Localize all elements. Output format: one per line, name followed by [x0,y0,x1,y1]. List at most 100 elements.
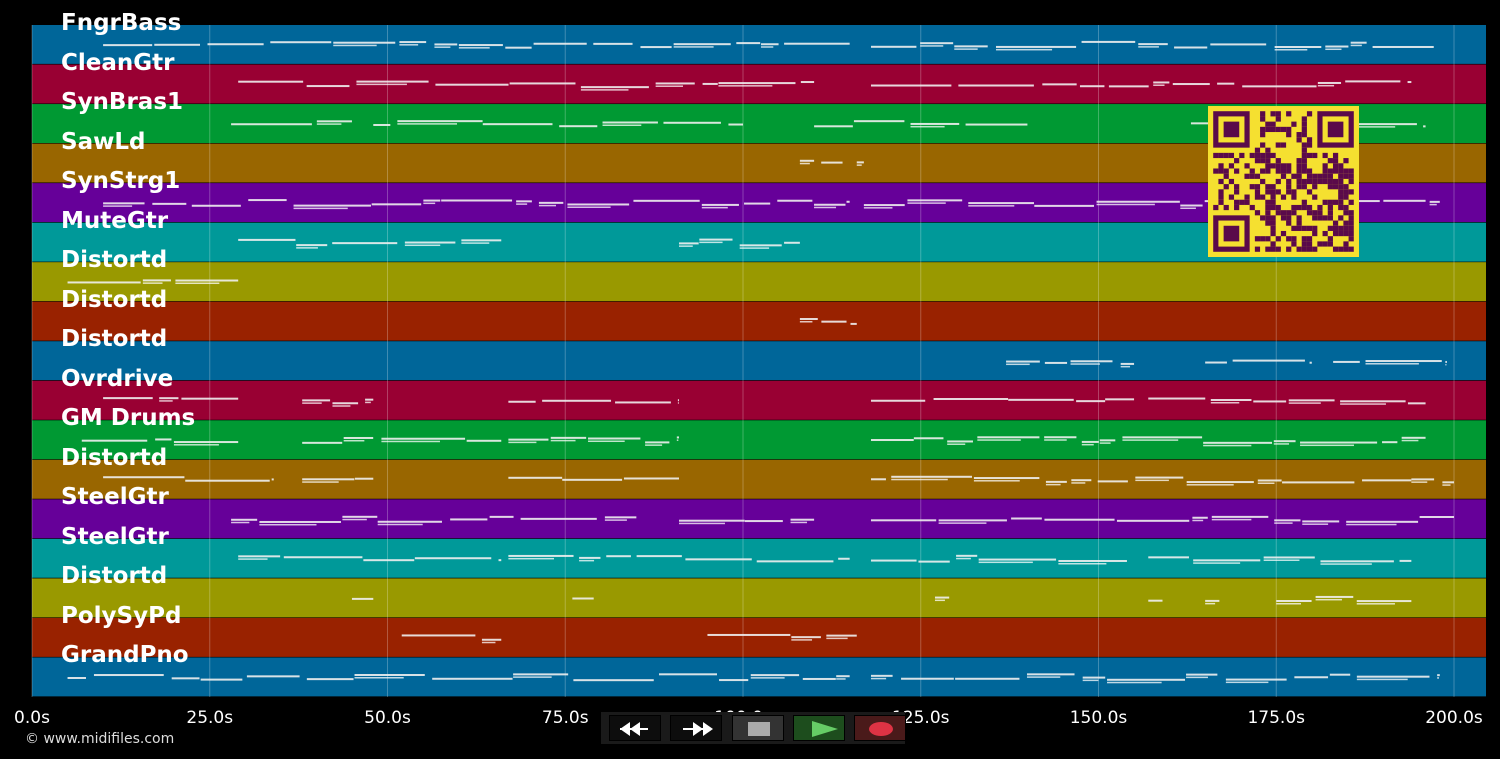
note-activity [655,82,695,85]
note-activity [707,633,791,636]
qr-module [1280,173,1287,179]
qr-module [1301,158,1307,164]
qr-module [1332,168,1339,174]
note-activity [1193,562,1241,564]
note-activity [1437,677,1439,679]
qr-module [1223,204,1229,211]
qr-module [1254,246,1261,252]
qr-module [1286,189,1292,195]
note-activity [1203,444,1252,447]
note-activity [404,241,456,244]
note-activity [1045,483,1061,486]
note-activity [513,676,552,678]
note-activity [434,46,451,48]
note-activity [373,123,391,126]
note-activity [354,677,404,679]
play-button[interactable] [793,715,845,741]
note-activity [259,520,341,523]
qr-module [1306,168,1313,174]
time-tick-label: 0.0s [14,708,50,728]
qr-module [1301,204,1307,211]
note-activity [1407,81,1412,84]
note-activity [356,83,407,86]
note-activity [173,441,239,444]
note-activity [870,84,952,87]
note-activity [103,476,185,479]
note-activity [918,560,950,563]
qr-module [1301,241,1307,247]
qr-module [1301,199,1307,205]
note-activity [1172,83,1210,86]
record-icon [869,722,893,736]
qr-module [1327,236,1333,242]
note-activity [296,247,318,249]
qr-module [1306,173,1313,179]
rewind-button[interactable] [609,715,661,741]
qr-module [1301,178,1307,185]
note-activity [784,42,850,45]
note-activity [67,676,86,679]
note-activity [870,478,886,481]
qr-finder [1327,121,1344,138]
note-activity [676,436,680,439]
note-activity [1302,523,1329,525]
note-activity [401,634,476,637]
qr-module [1296,137,1302,143]
note-activity [1190,122,1216,125]
qr-module [1322,152,1328,159]
note-activity [636,555,682,558]
note-activity [973,477,1040,480]
note-activity [1205,602,1216,605]
qr-module [1317,215,1323,221]
note-activity [498,559,502,562]
note-activity [956,557,971,560]
qr-module [1218,163,1224,169]
note-activity [1445,360,1447,363]
stop-button[interactable] [732,715,784,741]
qr-module [1343,194,1349,200]
qr-module [1260,168,1266,174]
note-activity [231,123,312,126]
time-tick-label: 50.0s [364,708,411,728]
note-activity [1076,400,1106,403]
note-activity [185,479,270,482]
qr-module [1348,210,1354,216]
qr-module [1275,126,1281,133]
note-activity [699,241,723,244]
note-activity [1423,125,1426,128]
qr-module [1301,184,1307,190]
note-activity [645,441,670,444]
note-activity [1006,363,1030,366]
note-activity [978,561,1033,564]
note-activity [450,518,488,521]
qr-module [1332,152,1339,159]
note-activity [513,673,569,676]
note-activity [283,556,363,559]
note-activity [679,242,699,245]
note-activity [863,204,905,207]
note-activity [1081,440,1099,443]
note-activity [1026,676,1061,678]
fast-forward-button[interactable] [670,715,722,741]
qr-module [1265,210,1271,216]
track-label: Distortd [61,247,168,274]
qr-module [1275,158,1281,164]
note-activity [1148,556,1189,559]
qr-module [1332,184,1339,190]
note-activity [1186,673,1218,676]
qr-module [1249,204,1255,211]
qr-module [1296,178,1302,185]
note-activity [1273,443,1290,445]
note-activity [1148,599,1163,602]
note-activity [1356,675,1430,678]
note-activity [1274,519,1301,522]
record-button[interactable] [854,715,906,741]
qr-module [1280,210,1287,216]
note-activity [142,279,171,282]
qr-module [1270,204,1276,211]
note-activity [602,121,658,124]
qr-module [1265,220,1271,226]
qr-module [1280,230,1287,237]
qr-module [1306,142,1313,148]
note-activity [538,204,556,207]
